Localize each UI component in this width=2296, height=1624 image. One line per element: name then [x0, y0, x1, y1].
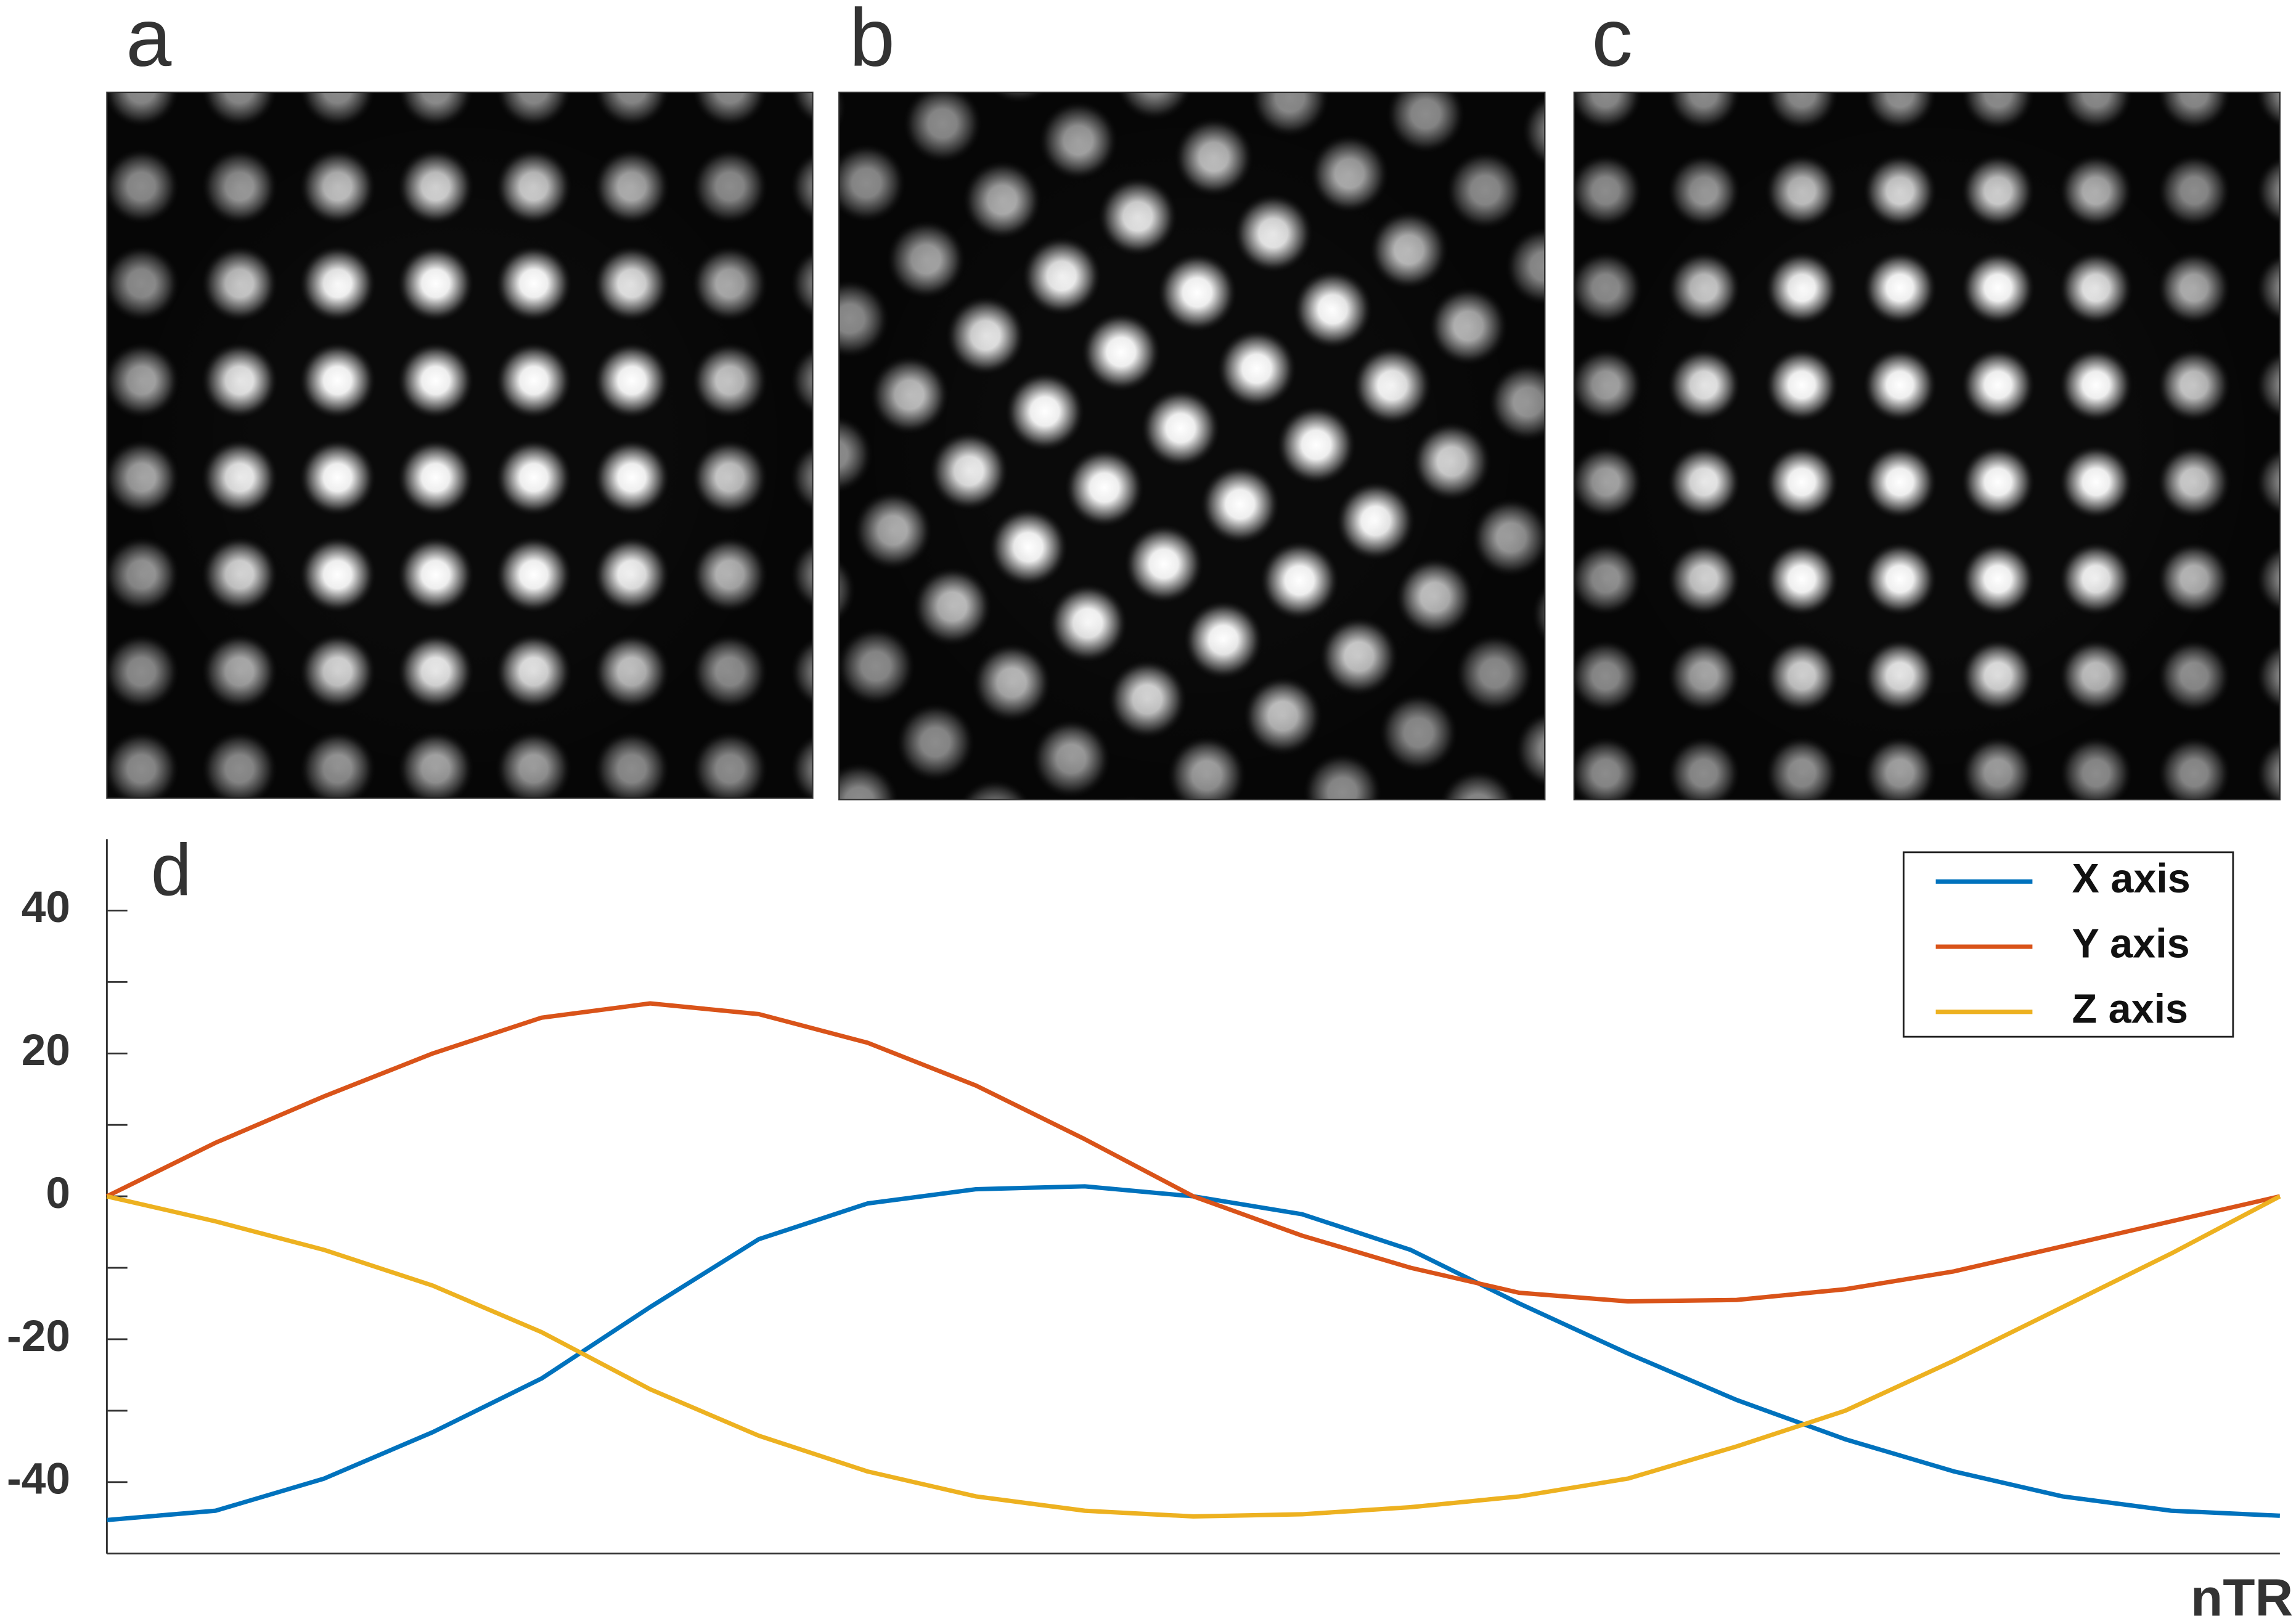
line-series	[107, 1184, 2281, 1522]
legend-label: Y axis	[2072, 921, 2190, 967]
panel-label: c	[1591, 0, 1633, 84]
line-series	[106, 1194, 2281, 1519]
legend-label: X axis	[2072, 856, 2191, 902]
y-tick-label: -20	[7, 1312, 70, 1361]
y-tick-label: 40	[22, 883, 70, 932]
y-tick-label: -40	[7, 1455, 70, 1504]
y-tick-label: 20	[22, 1026, 70, 1075]
panel-label: b	[849, 0, 895, 84]
panel-label: d	[151, 829, 192, 911]
image-b	[838, 91, 1546, 801]
panel-label: a	[126, 0, 171, 84]
image-c	[1573, 91, 2281, 801]
x-axis-label: nTR	[2191, 1569, 2293, 1624]
line-series	[105, 1001, 2281, 1304]
legend: X axis Y axis Z axis	[1902, 851, 2234, 1038]
y-tick-label: 0	[46, 1169, 70, 1218]
legend-label: Z axis	[2072, 986, 2189, 1032]
image-a	[106, 91, 814, 799]
